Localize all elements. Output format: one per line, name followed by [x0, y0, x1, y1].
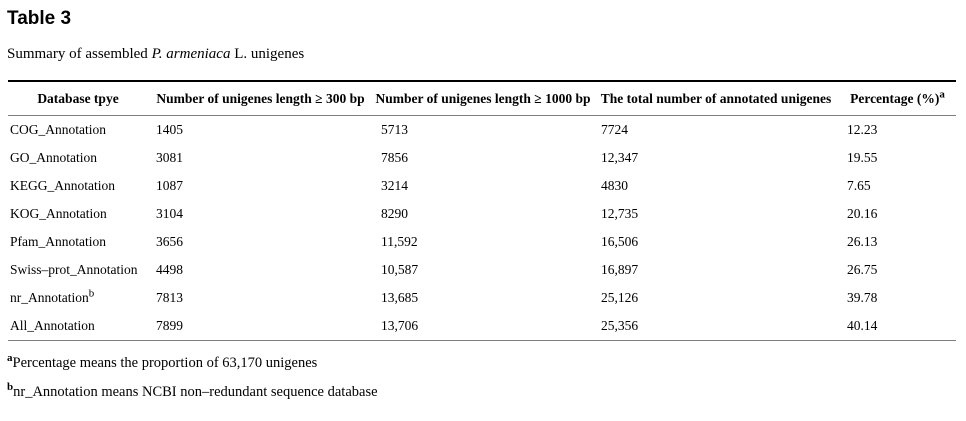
- table-row: Pfam_Annotation 3656 11,592 16,506 26.13: [8, 228, 956, 256]
- cell-percentage: 19.55: [847, 150, 878, 165]
- header-percentage: Percentage (%)a: [839, 81, 956, 116]
- table-row: KEGG_Annotation 1087 3214 4830 7.65: [8, 172, 956, 200]
- footnote-a-text: Percentage means the proportion of 63,17…: [12, 355, 318, 371]
- table-header: Database tpye Number of unigenes length …: [8, 81, 956, 116]
- cell-n1000: 5713: [381, 122, 408, 137]
- cell-total: 12,347: [601, 150, 639, 165]
- cell-n300: 7899: [156, 318, 183, 333]
- table-body: COG_Annotation 1405 5713 7724 12.23 GO_A…: [8, 116, 956, 341]
- cell-total: 7724: [601, 122, 628, 137]
- footnote-marker-a: a: [939, 88, 945, 101]
- table-row: GO_Annotation 3081 7856 12,347 19.55: [8, 144, 956, 172]
- cell-n1000: 7856: [381, 150, 408, 165]
- cell-percentage: 7.65: [847, 178, 871, 193]
- cell-total: 16,506: [601, 234, 639, 249]
- cell-database: KOG_Annotation: [10, 206, 107, 221]
- cell-database: All_Annotation: [10, 318, 95, 333]
- cell-database: COG_Annotation: [10, 122, 106, 137]
- cell-percentage: 26.13: [847, 234, 878, 249]
- footnote-b: bnr_Annotation means NCBI non–redundant …: [7, 381, 966, 401]
- footnote-b-text: nr_Annotation means NCBI non–redundant s…: [13, 384, 378, 400]
- footnote-a-marker: a: [7, 352, 13, 365]
- cell-n300: 3104: [156, 206, 183, 221]
- cell-percentage: 12.23: [847, 122, 878, 137]
- table-row: Swiss–prot_Annotation 4498 10,587 16,897…: [8, 256, 956, 284]
- header-row: Database tpye Number of unigenes length …: [8, 81, 956, 116]
- header-unigenes-1000bp: Number of unigenes length ≥ 1000 bp: [373, 81, 593, 116]
- table-row: All_Annotation 7899 13,706 25,356 40.14: [8, 312, 956, 341]
- cell-total: 25,356: [601, 318, 639, 333]
- caption-suffix: L. unigenes: [230, 46, 305, 62]
- table-title: Table 3: [7, 8, 72, 29]
- footnote-marker-b: b: [88, 287, 95, 300]
- cell-n1000: 8290: [381, 206, 408, 221]
- cell-percentage: 40.14: [847, 318, 878, 333]
- footnote-b-marker: b: [7, 381, 14, 394]
- cell-total: 16,897: [601, 262, 639, 277]
- table-caption: Summary of assembled P. armeniaca L. uni…: [7, 45, 966, 64]
- header-total-annotated: The total number of annotated unigenes: [593, 81, 839, 116]
- cell-percentage: 20.16: [847, 206, 878, 221]
- cell-n300: 1087: [156, 178, 183, 193]
- cell-database: KEGG_Annotation: [10, 178, 115, 193]
- caption-species-italic: P. armeniaca: [151, 46, 231, 62]
- footnote-a: aPercentage means the proportion of 63,1…: [7, 352, 966, 372]
- table-row: KOG_Annotation 3104 8290 12,735 20.16: [8, 200, 956, 228]
- cell-n1000: 3214: [381, 178, 408, 193]
- cell-n300: 7813: [156, 290, 183, 305]
- cell-n300: 1405: [156, 122, 183, 137]
- table-row: COG_Annotation 1405 5713 7724 12.23: [8, 116, 956, 145]
- cell-percentage: 26.75: [847, 262, 878, 277]
- caption-prefix: Summary of assembled: [7, 46, 152, 62]
- cell-database: Pfam_Annotation: [10, 234, 106, 249]
- header-database-type: Database tpye: [8, 81, 148, 116]
- cell-n1000: 13,685: [381, 290, 419, 305]
- cell-n1000: 11,592: [381, 234, 418, 249]
- summary-table: Database tpye Number of unigenes length …: [8, 80, 956, 341]
- cell-n300: 3656: [156, 234, 183, 249]
- cell-database: Swiss–prot_Annotation: [10, 262, 138, 277]
- cell-n1000: 13,706: [381, 318, 419, 333]
- cell-database: nr_Annotationb: [10, 287, 95, 305]
- cell-database: GO_Annotation: [10, 150, 97, 165]
- cell-total: 12,735: [601, 206, 639, 221]
- table-row: nr_Annotationb 7813 13,685 25,126 39.78: [8, 284, 956, 312]
- header-unigenes-300bp: Number of unigenes length ≥ 300 bp: [148, 81, 373, 116]
- cell-n300: 3081: [156, 150, 183, 165]
- cell-total: 25,126: [601, 290, 639, 305]
- cell-percentage: 39.78: [847, 290, 878, 305]
- cell-n300: 4498: [156, 262, 183, 277]
- cell-total: 4830: [601, 178, 628, 193]
- cell-n1000: 10,587: [381, 262, 419, 277]
